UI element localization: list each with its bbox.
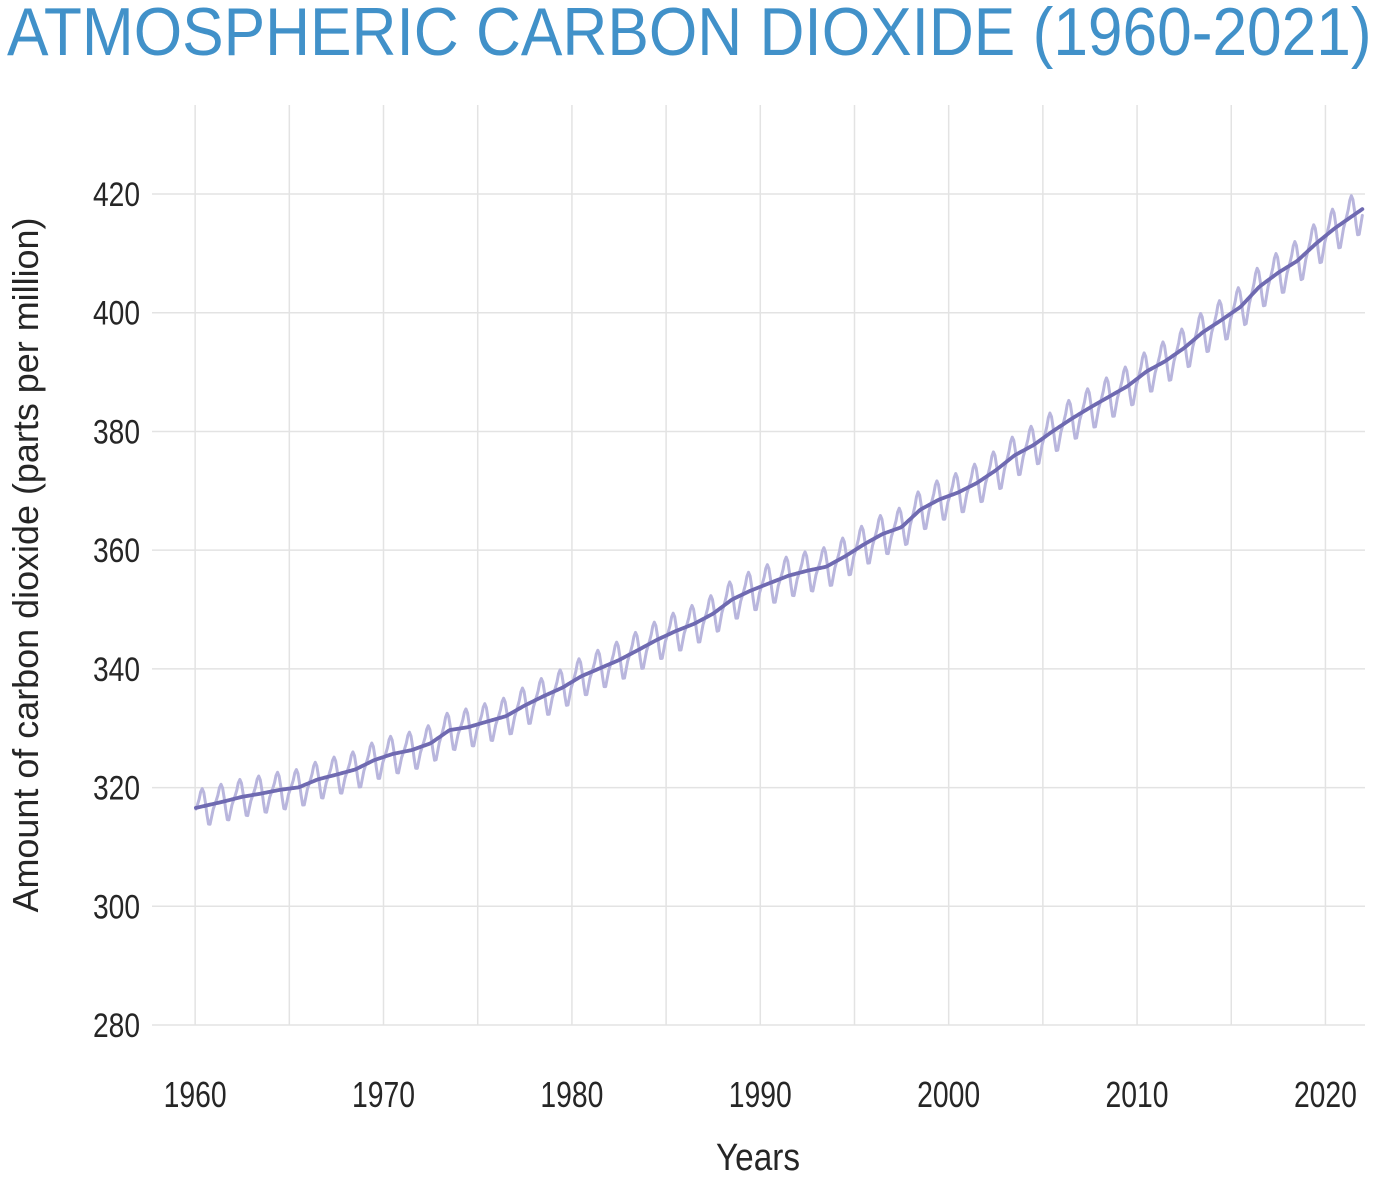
x-tick-label: 2010 xyxy=(1106,1074,1169,1115)
y-axis-title: Amount of carbon dioxide (parts per mill… xyxy=(5,218,46,913)
y-tick-label: 320 xyxy=(93,770,140,808)
series-layer xyxy=(194,194,1365,826)
gridlines-layer xyxy=(152,105,1365,1026)
trend-co2-line xyxy=(194,207,1365,810)
x-tick-label: 1970 xyxy=(352,1074,415,1115)
tick-labels-layer: 280 300 320 340 360 380 400 420 1960 1970 1980 1990… xyxy=(93,176,1357,1115)
x-tick-label: 2020 xyxy=(1294,1074,1357,1115)
y-tick-label: 360 xyxy=(93,532,140,570)
y-tick-label: 380 xyxy=(93,413,140,451)
x-tick-label: 1980 xyxy=(540,1074,603,1115)
x-tick-label: 2000 xyxy=(917,1074,980,1115)
y-tick-label: 280 xyxy=(93,1007,140,1045)
y-tick-label: 400 xyxy=(93,295,140,333)
chart-title: ATMOSPHERIC CARBON DIOXIDE (1960-2021) xyxy=(7,0,1372,70)
monthly-co2-line xyxy=(194,194,1364,826)
x-tick-label: 1990 xyxy=(729,1074,792,1115)
x-axis-title: Years xyxy=(716,1137,800,1179)
y-tick-label: 340 xyxy=(93,651,140,689)
y-tick-label: 420 xyxy=(93,176,140,214)
y-tick-label: 300 xyxy=(93,888,140,926)
x-tick-label: 1960 xyxy=(164,1074,227,1115)
